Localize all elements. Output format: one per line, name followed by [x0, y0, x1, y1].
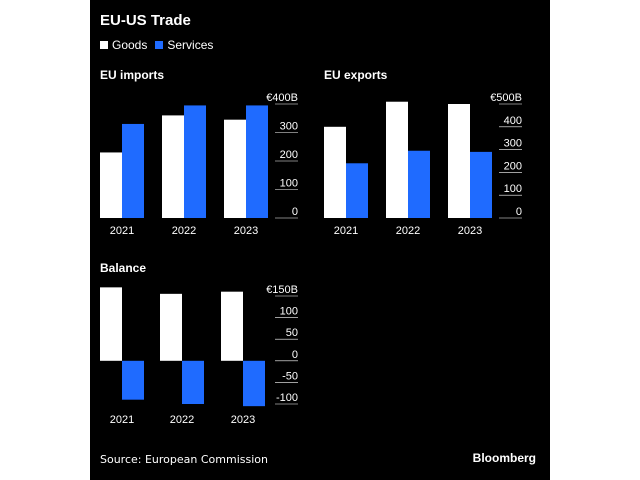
bar-goods-2022 [162, 115, 184, 218]
bar-goods-2023 [221, 291, 243, 361]
bar-services-2021 [122, 360, 144, 400]
y-tick-label-0: 0 [516, 206, 522, 218]
bar-goods-2021 [100, 287, 122, 361]
x-tick-label-2023: 2023 [458, 225, 482, 237]
imports-chart: 0 100 200 300 €400B 2021 2022 2023 [100, 92, 298, 237]
legend-label-goods: Goods [112, 38, 148, 52]
y-tick-label-3: 300 [280, 121, 298, 133]
chart-panel: EU-US Trade Goods Services EU imports 0 1… [90, 0, 550, 480]
bar-services-2021 [122, 123, 144, 218]
legend: Goods Services [100, 38, 221, 52]
y-tick-label-1: 100 [280, 178, 298, 190]
x-tick-label-2023: 2023 [234, 225, 258, 237]
x-tick-label-2021: 2021 [110, 414, 134, 426]
y-tick-label-5: €500B [490, 92, 522, 104]
bar-services-2023 [470, 151, 492, 218]
chart-title-exports: EU exports [324, 68, 388, 82]
y-tick-label-4: €400B [266, 92, 298, 104]
y-tick-label-2: 200 [280, 149, 298, 161]
y-tick-label-0: -100 [276, 392, 298, 404]
bar-goods-2022 [160, 293, 182, 361]
bar-services-2022 [182, 360, 204, 404]
brand-logo: Bloomberg [472, 451, 536, 465]
x-tick-label-2022: 2022 [396, 225, 420, 237]
y-tick-label-2: 200 [504, 160, 522, 172]
bar-goods-2021 [100, 152, 122, 218]
balance-chart: -100 -50 0 50 100 €150B 2021 2022 2023 [100, 284, 298, 426]
chart-title-imports: EU imports [100, 68, 165, 82]
bar-goods-2022 [386, 101, 408, 218]
y-tick-label-4: 400 [504, 115, 522, 127]
bar-services-2023 [246, 105, 268, 218]
bar-goods-2021 [324, 126, 346, 218]
y-tick-label-4: 100 [280, 306, 298, 318]
y-tick-label-0: 0 [292, 206, 298, 218]
bar-services-2023 [243, 360, 265, 407]
exports-chart: 0 100 200 300 400 €500B 2021 2022 2023 [324, 92, 522, 237]
y-tick-label-3: 50 [286, 327, 298, 339]
bar-services-2022 [408, 150, 430, 218]
source-note: Source: European Commission [100, 453, 268, 466]
page-title: EU-US Trade [100, 12, 191, 29]
bar-services-2021 [346, 163, 368, 218]
legend-swatch-goods [100, 41, 108, 49]
x-tick-label-2022: 2022 [170, 414, 194, 426]
x-tick-label-2021: 2021 [110, 225, 134, 237]
y-tick-label-3: 300 [504, 138, 522, 150]
x-tick-label-2023: 2023 [231, 414, 255, 426]
chart-title-balance: Balance [100, 261, 147, 275]
y-tick-label-2: 0 [292, 349, 298, 361]
legend-item-services: Services [155, 38, 213, 52]
bar-services-2022 [184, 105, 206, 218]
y-tick-label-1: 100 [504, 183, 522, 195]
legend-item-goods: Goods [100, 38, 147, 52]
x-tick-label-2021: 2021 [334, 225, 358, 237]
legend-label-services: Services [167, 38, 214, 52]
legend-swatch-services [155, 41, 164, 49]
bar-goods-2023 [448, 104, 470, 218]
bar-goods-2023 [224, 119, 246, 218]
x-tick-label-2022: 2022 [172, 225, 196, 237]
y-tick-label-5: €150B [266, 284, 298, 296]
y-tick-label-1: -50 [282, 370, 298, 382]
